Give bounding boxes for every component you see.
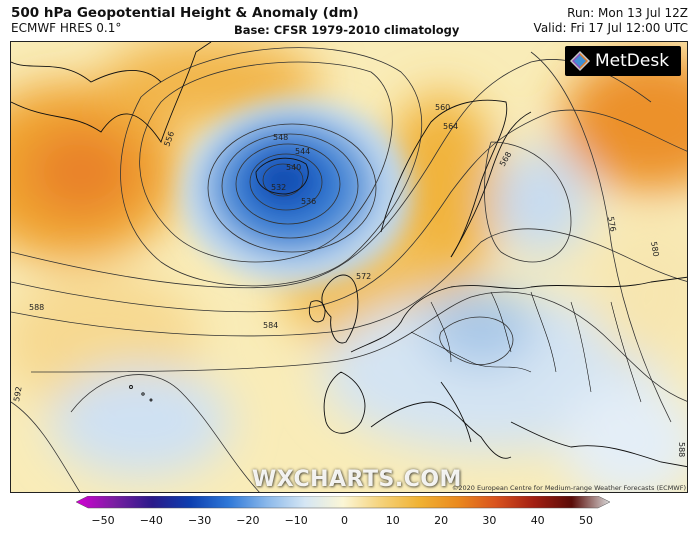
colorbar-tick-label: −10: [285, 514, 308, 527]
colorbar-tick-label: 50: [579, 514, 593, 527]
contour-label-560: 560: [435, 103, 450, 112]
contour-label-540: 540: [286, 163, 301, 172]
metdesk-logo-icon: [570, 51, 590, 71]
contour-label-532: 532: [271, 183, 286, 192]
anomaly-field: [11, 42, 687, 492]
contour-label-544: 544: [295, 147, 310, 156]
colorbar-tick-label: 0: [341, 514, 348, 527]
height-contours: [11, 47, 687, 492]
climatology-base: Base: CFSR 1979-2010 climatology: [234, 23, 460, 37]
contour-label-592: 592: [12, 386, 24, 403]
colorbar: −50 −40 −30 −20 −10 0 10 20 30 40 50: [76, 496, 610, 527]
contour-label-588b: 588: [677, 442, 686, 457]
contour-label-536: 536: [301, 197, 316, 206]
contour-label-548: 548: [273, 133, 288, 142]
run-time: Run: Mon 13 Jul 12Z: [567, 6, 688, 20]
colorbar-ticks: −50 −40 −30 −20 −10 0 10 20 30 40 50: [91, 514, 593, 527]
copyright-notice: ©2020 European Centre for Medium-range W…: [451, 484, 686, 492]
colorbar-tick-label: 20: [434, 514, 448, 527]
chart-title: 500 hPa Geopotential Height & Anomaly (d…: [11, 5, 359, 21]
map-panel[interactable]: 548 544 540 556 560 564 572 584 588 592 …: [10, 41, 688, 493]
colorbar-tick-label: 40: [531, 514, 545, 527]
header-right: Run: Mon 13 Jul 12Z Valid: Fri 17 Jul 12…: [534, 6, 688, 36]
coastlines: [11, 42, 687, 468]
colorbar-tick-label: 30: [482, 514, 496, 527]
contour-label-584: 584: [263, 321, 278, 330]
contour-labels: 548 544 540 556 560 564 572 584 588 592 …: [12, 103, 686, 457]
contour-label-588: 588: [29, 303, 44, 312]
colorbar-tick-label: −20: [236, 514, 259, 527]
colorbar-tick-label: −50: [91, 514, 114, 527]
model-name: ECMWF HRES 0.1°: [11, 21, 122, 35]
colorbar-tick-label: −40: [140, 514, 163, 527]
metdesk-logo-text: MetDesk: [595, 51, 670, 71]
watermark: WXCHARTS.COM: [252, 467, 462, 492]
colorbar-gradient: [76, 496, 610, 509]
contour-label-572: 572: [356, 272, 371, 281]
valid-time: Valid: Fri 17 Jul 12:00 UTC: [533, 21, 688, 35]
contour-label-576: 576: [606, 216, 618, 233]
contour-label-564: 564: [443, 122, 458, 131]
contour-label-580: 580: [649, 241, 661, 258]
colorbar-tick-label: 10: [386, 514, 400, 527]
anomaly-map[interactable]: 548 544 540 556 560 564 572 584 588 592 …: [11, 42, 688, 493]
header-left: 500 hPa Geopotential Height & Anomaly (d…: [11, 6, 359, 36]
metdesk-logo[interactable]: MetDesk: [565, 46, 681, 76]
colorbar-tick-label: −30: [188, 514, 211, 527]
